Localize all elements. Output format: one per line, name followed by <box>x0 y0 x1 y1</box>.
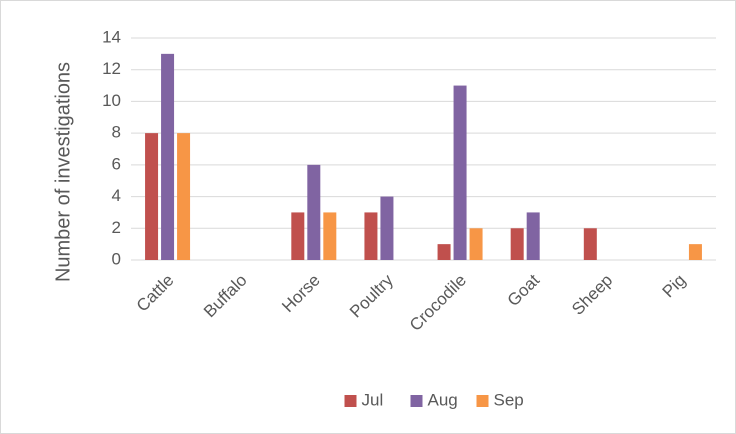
bar <box>453 85 467 260</box>
y-tick-label: 12 <box>102 59 121 78</box>
legend-label: Sep <box>494 390 524 409</box>
y-axis-label: Number of investigations <box>52 62 74 282</box>
y-tick-label: 4 <box>112 186 121 205</box>
bar <box>380 196 394 260</box>
bar <box>323 212 337 260</box>
bar <box>364 212 378 260</box>
bar <box>145 133 159 260</box>
bar <box>161 53 175 260</box>
legend-swatch <box>344 395 357 407</box>
legend-swatch <box>410 395 423 407</box>
y-tick-label: 0 <box>112 249 121 268</box>
bar <box>307 164 321 260</box>
bar <box>688 244 702 260</box>
bar <box>510 228 524 260</box>
bar <box>583 228 597 260</box>
bar <box>291 212 305 260</box>
y-tick-label: 8 <box>112 123 121 142</box>
y-tick-label: 14 <box>102 27 121 46</box>
y-tick-label: 10 <box>102 91 121 110</box>
bar <box>469 228 483 260</box>
legend-label: Aug <box>428 390 458 409</box>
bar <box>526 212 540 260</box>
bar <box>177 133 191 260</box>
y-tick-label: 6 <box>112 154 121 173</box>
legend-swatch <box>476 395 489 407</box>
y-tick-label: 2 <box>112 218 121 237</box>
legend-label: Jul <box>362 390 384 409</box>
bar <box>437 244 451 260</box>
